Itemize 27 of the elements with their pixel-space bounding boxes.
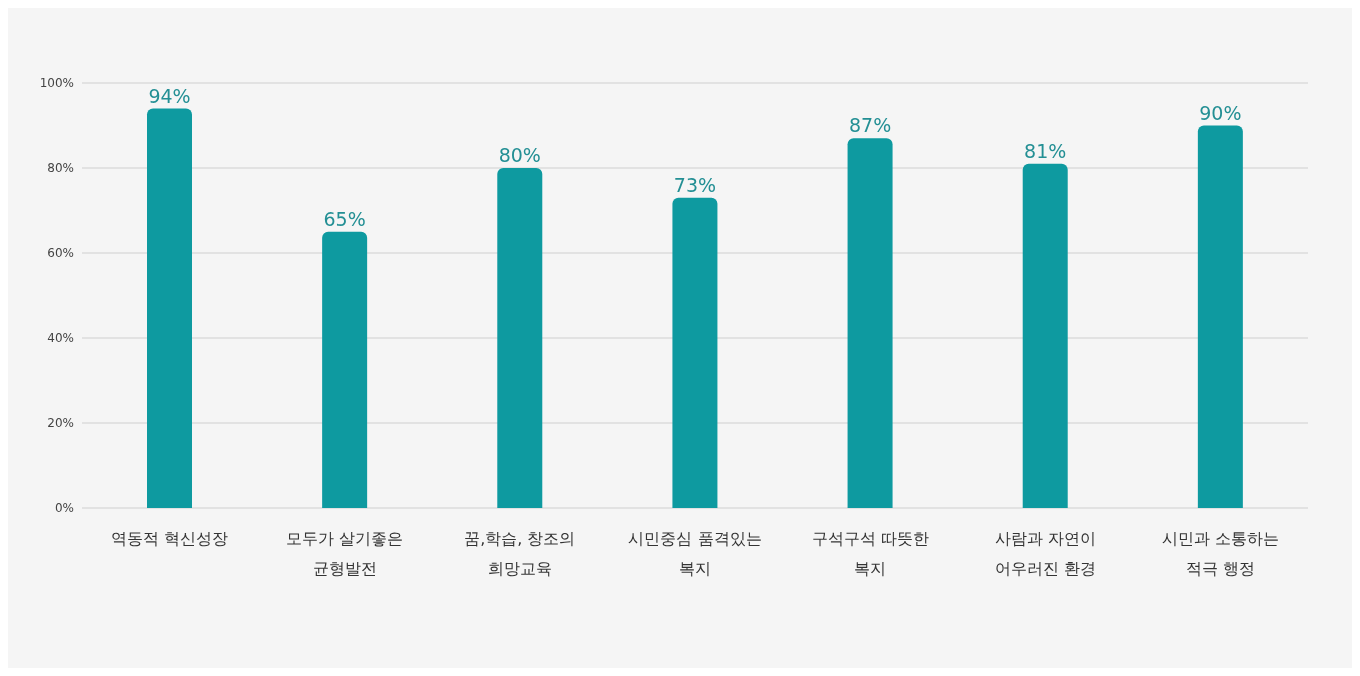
data-label: 90%: [1199, 101, 1242, 124]
data-label: 81%: [1024, 139, 1067, 162]
x-tick-label: 모두가 살기좋은 균형발전: [286, 529, 404, 578]
bar: [322, 231, 368, 508]
x-tick-label: 꿈,학습, 창조의 희망교육: [464, 529, 576, 578]
data-label: 87%: [848, 114, 892, 137]
bar: [497, 168, 543, 508]
y-tick-label: 20%: [47, 416, 74, 431]
data-label: 94%: [148, 84, 191, 107]
y-tick-label: 60%: [47, 246, 74, 261]
x-tick-label: 역동적 혁신성장: [111, 529, 229, 548]
y-tick-label: 80%: [47, 161, 74, 176]
x-tick-label: 사람과 자연이 어우러진 환경: [994, 529, 1096, 578]
data-label: 73%: [673, 173, 717, 196]
x-tick-label: 구석구석 따뜻한 복지: [811, 529, 929, 578]
data-label: 65%: [323, 207, 366, 230]
x-tick-label: 시민과 소통하는 적극 행정: [1161, 529, 1279, 578]
y-tick-label: 40%: [47, 331, 74, 346]
bar: [847, 138, 893, 508]
y-tick-label: 0%: [54, 501, 74, 516]
data-label: 80%: [498, 144, 541, 166]
bar: [672, 197, 718, 508]
bar: [1197, 125, 1243, 508]
bar: [147, 108, 192, 508]
y-tick-label: 100%: [39, 76, 74, 91]
x-tick-label: 시민중심 품격있는 복지: [628, 529, 762, 578]
bar: [1022, 163, 1068, 508]
